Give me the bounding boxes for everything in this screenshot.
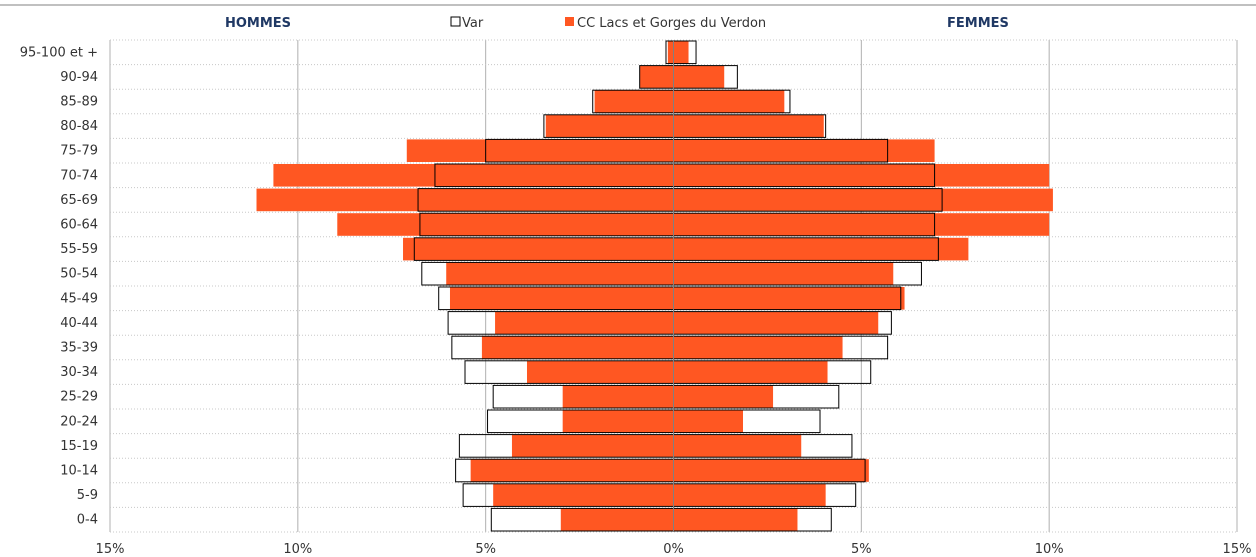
bar-cc-femmes [673,336,843,359]
y-tick-label: 85-89 [60,95,98,110]
bar-cc-hommes [446,262,674,285]
bar-cc-femmes [673,164,1050,187]
bar-cc-hommes [667,41,674,64]
legend-label-var: Var [462,16,484,31]
bar-cc-femmes [673,139,935,162]
y-tick-label: 65-69 [60,193,98,208]
y-tick-label: 25-29 [60,390,98,405]
bar-cc-hommes [639,65,674,89]
bar-cc-femmes [673,508,798,531]
bar-cc-femmes [673,65,725,89]
legend-swatch-cc [565,17,574,26]
x-tick-label: 0% [663,542,684,557]
x-tick-label: 5% [851,542,872,557]
bar-cc-femmes [673,41,689,64]
bar-cc-hommes [403,237,674,261]
y-tick-label: 30-34 [60,365,98,380]
bar-cc-femmes [673,311,879,335]
grid-layer [0,4,1256,533]
bar-cc-femmes [673,459,869,482]
bar-cc-hommes [545,114,674,138]
x-tick-label: 10% [283,542,312,557]
bar-cc-hommes [337,213,674,236]
bar-cc-femmes [673,188,1053,212]
y-tick-label: 80-84 [60,119,98,134]
header-hommes: HOMMES [225,16,291,31]
bar-cc-hommes [562,410,674,433]
x-tick-label: 5% [475,542,496,557]
bar-cc-hommes [594,90,674,113]
bar-cc-hommes [493,483,674,507]
bar-cc-femmes [673,262,894,285]
bar-cc-femmes [673,385,774,408]
header-layer: HOMMES FEMMES Var CC Lacs et Gorges du V… [225,16,1009,31]
y-tick-label: 20-24 [60,414,98,429]
y-tick-label: 15-19 [60,439,98,454]
bar-cc-femmes [673,90,785,113]
y-tick-label: 10-14 [60,464,98,479]
x-tick-label: 15% [1223,542,1252,557]
x-tick-label: 15% [96,542,125,557]
bar-cc-hommes [449,287,674,310]
bar-cc-hommes [562,385,674,408]
bar-cc-femmes [673,114,824,138]
bar-cc-hommes [470,459,674,482]
y-tick-label: 95-100 et + [20,45,98,60]
bar-cc-femmes [673,434,802,458]
bar-cc-femmes [673,483,826,507]
y-tick-label: 75-79 [60,144,98,159]
bar-cc-femmes [673,360,828,384]
y-tick-label: 70-74 [60,168,98,183]
y-tick-label: 90-94 [60,70,98,85]
bar-cc-hommes [495,311,674,335]
legend-label-cc: CC Lacs et Gorges du Verdon [577,16,766,31]
bar-cc-hommes [526,360,674,384]
legend-swatch-var [450,16,461,27]
y-tick-label: 5-9 [77,488,98,503]
bar-cc-femmes [673,237,969,261]
bar-cc-hommes [273,164,674,187]
bar-layer [256,40,1053,532]
bar-cc-hommes [560,508,674,531]
bar-cc-hommes [511,434,674,458]
bar-cc-hommes [481,336,674,359]
axis-layer: 15% 10% 5% 0% 5% 10% 15% 0-4 5-9 10-14 15-19 20-24 2… [20,45,1252,557]
bar-cc-hommes [406,139,674,162]
header-femmes: FEMMES [947,16,1009,31]
y-tick-label: 0-4 [77,513,98,528]
y-tick-label: 35-39 [60,341,98,356]
bar-cc-femmes [673,410,743,433]
y-tick-label: 40-44 [60,316,98,331]
bar-cc-femmes [673,287,905,310]
y-tick-label: 60-64 [60,218,98,233]
bar-cc-hommes [256,188,674,212]
y-tick-label: 50-54 [60,267,98,282]
x-tick-label: 10% [1035,542,1064,557]
y-tick-label: 45-49 [60,291,98,306]
bar-cc-femmes [673,213,1050,236]
y-tick-label: 55-59 [60,242,98,257]
